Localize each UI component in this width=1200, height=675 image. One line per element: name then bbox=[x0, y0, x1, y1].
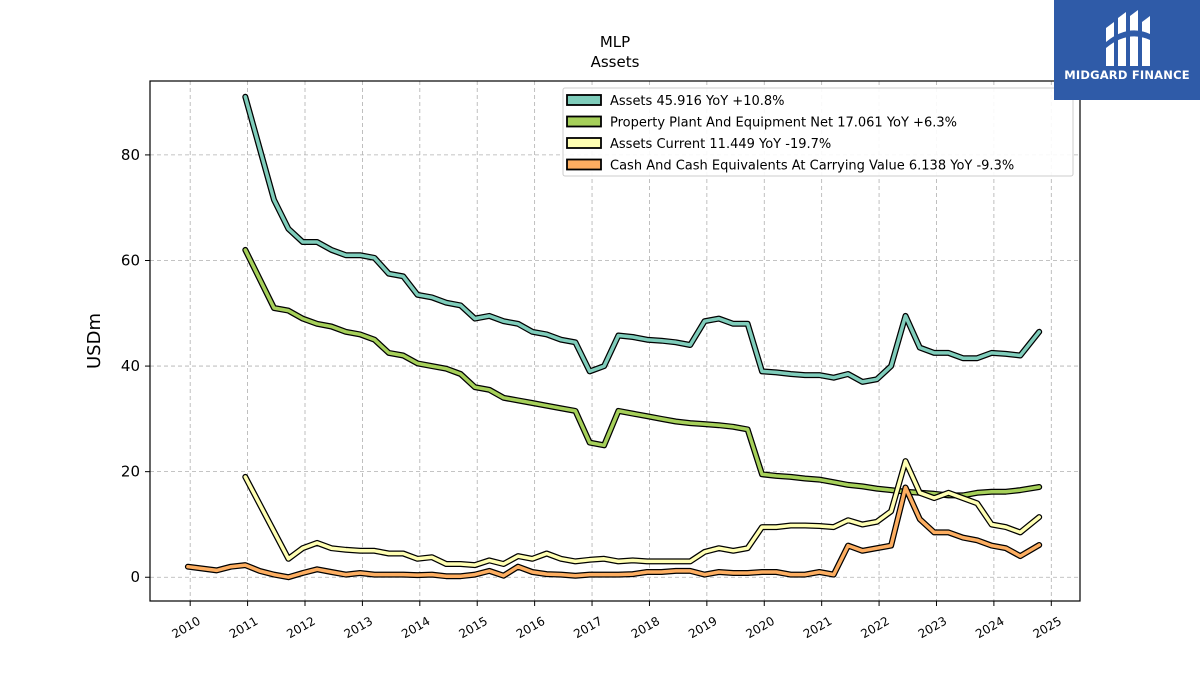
x-tick-label: 2022 bbox=[858, 614, 891, 641]
plot-area bbox=[149, 80, 1081, 602]
series-line bbox=[243, 459, 1041, 567]
series-3 bbox=[184, 484, 1043, 581]
x-tick-label: 2018 bbox=[629, 614, 662, 641]
brand-name: MIDGARD FINANCE bbox=[1064, 68, 1190, 82]
legend-entry: Cash And Cash Equivalents At Carrying Va… bbox=[610, 159, 1014, 174]
x-tick-label: 2012 bbox=[284, 614, 317, 641]
x-tick-label: 2016 bbox=[514, 614, 547, 641]
series-line bbox=[186, 485, 1041, 579]
y-tick-label: 0 bbox=[130, 568, 140, 586]
legend-entry: Assets Current 11.449 YoY -19.7% bbox=[610, 137, 831, 152]
legend-swatch bbox=[566, 137, 602, 149]
legend: Assets 45.916 YoY +10.8% Property Plant A… bbox=[562, 87, 1074, 177]
y-tick-label: 60 bbox=[121, 251, 140, 269]
series-2 bbox=[242, 458, 1043, 569]
series-0 bbox=[242, 93, 1043, 385]
x-tick-label: 2017 bbox=[571, 614, 604, 641]
x-tick-label: 2015 bbox=[456, 614, 489, 641]
series-line bbox=[243, 95, 1041, 384]
y-axis-label: USDm bbox=[84, 313, 105, 369]
x-axis: 2010 2011 2012 2013 2014 2015 2016 2017 2018 2019… bbox=[169, 601, 1064, 641]
x-tick-label: 2013 bbox=[342, 614, 375, 641]
series-lines bbox=[184, 93, 1043, 581]
x-tick-label: 2020 bbox=[744, 614, 777, 641]
x-tick-label: 2010 bbox=[169, 614, 202, 641]
y-tick-label: 40 bbox=[121, 357, 140, 375]
brand-logo: MIDGARD FINANCE bbox=[1054, 0, 1200, 100]
x-tick-label: 2025 bbox=[1031, 614, 1064, 641]
series-1 bbox=[242, 246, 1043, 499]
y-axis: 0 20 40 60 80 bbox=[121, 146, 150, 586]
x-tick-label: 2021 bbox=[801, 614, 834, 641]
x-tick-label: 2023 bbox=[916, 614, 949, 641]
y-tick-label: 80 bbox=[121, 146, 140, 164]
legend-swatch bbox=[566, 94, 602, 106]
chart-title: MLP bbox=[600, 33, 630, 51]
brand-mark-icon bbox=[1106, 10, 1150, 66]
chart-subtitle: Assets bbox=[591, 53, 640, 71]
legend-entry: Property Plant And Equipment Net 17.061 … bbox=[610, 116, 957, 131]
x-tick-label: 2019 bbox=[686, 614, 719, 641]
legend-swatch bbox=[566, 115, 602, 128]
x-tick-label: 2011 bbox=[227, 614, 260, 641]
legend-entry: Assets 45.916 YoY +10.8% bbox=[610, 94, 785, 109]
legend-box bbox=[562, 87, 1074, 177]
y-tick-label: 20 bbox=[121, 463, 140, 481]
legend-swatch bbox=[566, 158, 602, 171]
x-tick-label: 2024 bbox=[973, 614, 1006, 641]
x-tick-label: 2014 bbox=[399, 614, 432, 641]
series-line bbox=[243, 248, 1041, 498]
series-outline bbox=[242, 246, 1043, 499]
